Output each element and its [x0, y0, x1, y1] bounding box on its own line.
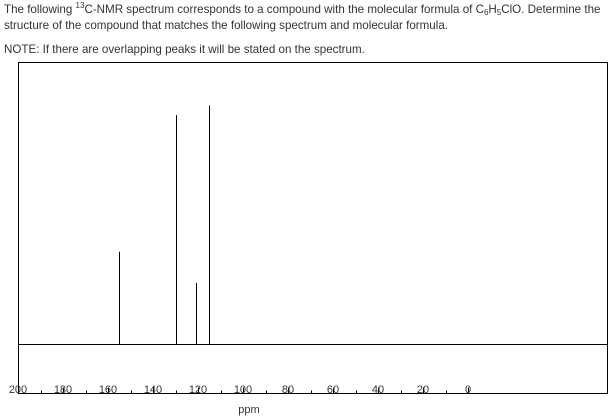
x-axis-tick-labels: 200 180 160 140 120 100 80 60 40 20 0 — [9, 384, 471, 396]
tick-label: 200 — [9, 384, 27, 396]
tick-label: 80 — [282, 384, 294, 396]
tick-label: 0 — [465, 384, 471, 396]
formula-hydrogen: H — [488, 3, 497, 16]
tick-label: 140 — [144, 384, 162, 396]
spectrum-frame — [18, 62, 608, 394]
tick-label: 120 — [189, 384, 207, 396]
question-text: The following 13C-NMR spectrum correspon… — [4, 2, 612, 58]
tick-label: 20 — [417, 384, 429, 396]
tick-label: 100 — [234, 384, 252, 396]
spectrum-peaks — [119, 105, 210, 345]
question-paragraph: The following 13C-NMR spectrum correspon… — [4, 2, 612, 34]
tick-label: 180 — [54, 384, 72, 396]
overlap-note: NOTE: If there are overlapping peaks it … — [4, 43, 365, 56]
question-instruction: . Determine the structure of the compoun… — [4, 3, 601, 32]
tick-label: 60 — [327, 384, 339, 396]
formula-remainder: ClO — [501, 3, 522, 16]
x-axis-ticks — [18, 387, 469, 394]
x-axis-label: ppm — [238, 404, 259, 416]
tick-label: 40 — [372, 384, 384, 396]
isotope-superscript: 13 — [75, 1, 85, 10]
formula-hydrogen-count: 5 — [496, 8, 502, 17]
formula-carbon-count: 6 — [483, 8, 489, 17]
question-intro: The following — [4, 3, 76, 16]
tick-label: 160 — [99, 384, 117, 396]
question-body: C-NMR spectrum corresponds to a compound… — [84, 3, 484, 16]
nmr-spectrum-chart: 200 180 160 140 120 100 80 60 40 20 0 ppm — [9, 62, 608, 416]
